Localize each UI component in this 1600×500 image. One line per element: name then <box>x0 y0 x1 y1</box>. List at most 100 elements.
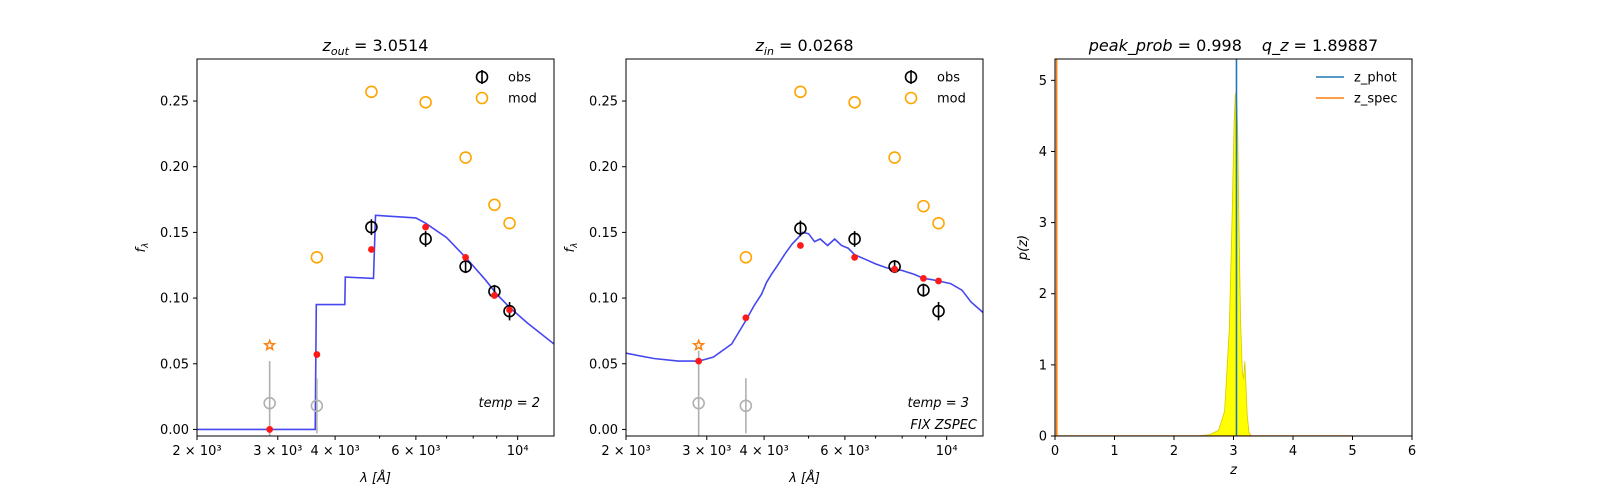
x-axis-label: z <box>1229 463 1238 478</box>
chart-panel-3: 0 1 2 3 4 5 0 1 2 3 4 5 6 z p(z) peak_prob = 0.998 q_z =… <box>1016 36 1416 478</box>
x-tick-label: 4 × 10³ <box>740 444 789 459</box>
x-tick-label: 3 × 10³ <box>682 444 731 459</box>
mod-limit-star <box>691 338 706 352</box>
y-tick-label: 0.05 <box>589 357 618 372</box>
x-tick-label: 5 <box>1348 444 1356 459</box>
title-qz-var: q_z <box>1262 36 1289 56</box>
title-qz-value: = 1.89887 <box>1288 36 1378 55</box>
obs-point <box>419 232 432 246</box>
x-tick-label: 10⁴ <box>507 444 529 459</box>
y-tick-label: 3 <box>1039 216 1047 231</box>
template-sed-line <box>197 214 554 431</box>
y-tick-label: 0.15 <box>589 226 618 241</box>
chart-panel-2: 0.00 0.05 0.10 0.15 0.20 0.25 2 × 10³ 3 × 10³ 4 … <box>563 36 984 486</box>
legend-obs-label: obs <box>937 71 960 86</box>
y-tick-label: 0.25 <box>160 95 189 110</box>
obs-point <box>459 260 472 273</box>
x-tick-label: 2 <box>1170 444 1178 459</box>
model-photometry-point <box>368 246 375 253</box>
mod-point <box>488 198 501 212</box>
y-axis-label: p(z) <box>1016 235 1031 261</box>
mod-point <box>848 96 861 109</box>
model-photometry-point <box>891 265 898 273</box>
axes-frame <box>625 58 984 437</box>
y-tick-label: 0.20 <box>589 160 618 175</box>
mod-point <box>310 251 324 264</box>
x-tick-label: 3 × 10³ <box>253 444 302 459</box>
title-value: = 0.0268 <box>774 36 854 55</box>
legend: z_phot z_spec <box>1316 71 1398 107</box>
y-axis-label: fλ <box>563 243 580 253</box>
chart-title: zin = 0.0268 <box>755 36 854 58</box>
y-axis-label-sub: λ <box>570 243 580 249</box>
title-value: = 3.0514 <box>349 36 429 55</box>
y-tick-label: 0.05 <box>160 357 189 372</box>
legend-mod-marker <box>475 91 489 105</box>
mod-point <box>459 151 472 164</box>
obs-point <box>365 220 378 234</box>
x-tick-label: 3 <box>1229 444 1237 459</box>
axes-frame <box>196 58 555 437</box>
x-tick-label: 6 <box>1408 444 1416 459</box>
mod-point <box>917 199 930 213</box>
legend-obs-label: obs <box>508 71 531 86</box>
legend-mod-marker <box>904 91 918 105</box>
title-subscript: in <box>764 45 774 58</box>
mod-point <box>739 251 753 264</box>
legend-mod-label: mod <box>508 92 537 107</box>
y-tick-label: 0.25 <box>589 95 618 110</box>
pz-distribution <box>1055 90 1353 436</box>
y-tick-label: 0.20 <box>160 160 189 175</box>
legend-z-spec-label: z_spec <box>1354 92 1398 107</box>
mod-point <box>503 216 516 230</box>
y-tick-label: 0 <box>1039 430 1047 445</box>
y-tick-label: 0.00 <box>160 423 189 438</box>
title-var: z <box>755 36 765 55</box>
legend-z-phot-label: z_phot <box>1354 71 1397 86</box>
obs-limit-point <box>692 396 705 410</box>
plot-area <box>1055 59 1353 436</box>
y-axis-label-sub: λ <box>141 243 151 249</box>
x-tick-label: 2 × 10³ <box>172 444 221 459</box>
title-peak-prob-value: = 0.998 <box>1173 36 1242 55</box>
y-axis-label-main: f <box>563 245 578 252</box>
obs-point <box>848 232 861 246</box>
obs-limit-point <box>263 396 276 410</box>
mod-limit-star <box>262 338 277 352</box>
model-photometry-point <box>506 306 513 314</box>
y-tick-label: 1 <box>1039 358 1047 373</box>
title-var: z <box>322 36 332 55</box>
y-tick-label: 0.10 <box>589 292 618 307</box>
model-photometry-point <box>797 242 804 249</box>
mod-point <box>365 85 378 99</box>
mod-point <box>888 151 901 164</box>
legend-mod-label: mod <box>937 92 966 107</box>
template-annotation: temp = 3 <box>908 396 969 411</box>
model-photometry-point <box>695 357 703 365</box>
x-tick-label: 0 <box>1051 444 1059 459</box>
model-photometry-point <box>422 223 430 231</box>
x-axis-label: λ [Å] <box>788 470 820 486</box>
chart-title: peak_prob = 0.998 q_z = 1.89887 <box>1088 36 1378 56</box>
model-photometry-point <box>920 274 927 282</box>
plot-area <box>197 85 554 436</box>
y-axis-label: fλ <box>134 243 151 253</box>
model-photometry-point <box>266 426 274 433</box>
model-photometry-point <box>462 253 469 261</box>
x-tick-label: 10⁴ <box>936 444 958 459</box>
legend: obs mod <box>904 70 966 107</box>
obs-limit-point <box>739 399 753 413</box>
model-photometry-point <box>313 351 321 358</box>
y-tick-label: 4 <box>1039 145 1047 160</box>
obs-point <box>932 304 945 318</box>
x-tick-label: 1 <box>1110 444 1118 459</box>
y-tick-label: 0.15 <box>160 226 189 241</box>
y-tick-label: 0.00 <box>589 423 618 438</box>
obs-limit-point <box>310 399 324 413</box>
template-annotation: temp = 2 <box>479 396 540 411</box>
y-axis-label-main: f <box>134 245 149 252</box>
title-subscript: out <box>331 45 350 58</box>
obs-point <box>503 304 516 318</box>
y-tick-label: 5 <box>1039 74 1047 89</box>
